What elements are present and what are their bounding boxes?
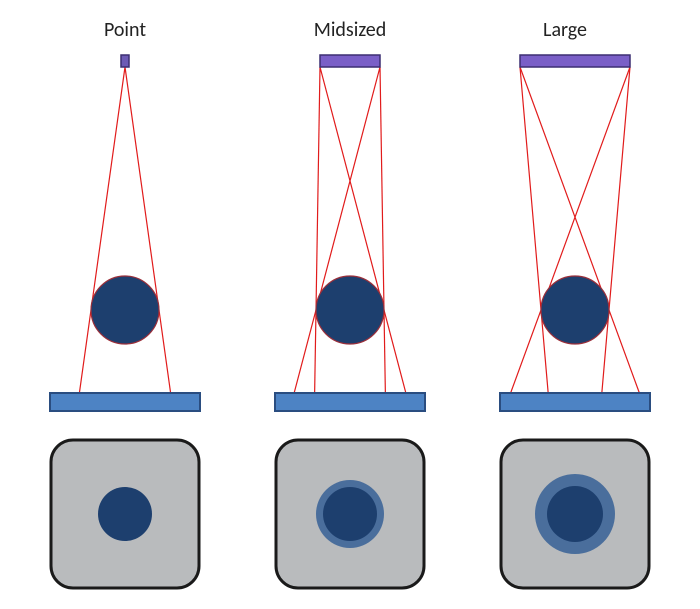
source-midsized: [320, 55, 380, 67]
result-ring-midsized: [323, 487, 377, 541]
result-ring-large: [547, 486, 603, 542]
title-midsized: Midsized: [314, 18, 387, 42]
sphere-midsized: [316, 276, 384, 344]
plate-large: [500, 393, 650, 411]
source-point: [121, 55, 129, 67]
sphere-large: [541, 276, 609, 344]
source-large: [520, 55, 630, 67]
title-point: Point: [104, 18, 146, 42]
plate-midsized: [275, 393, 425, 411]
plate-point: [50, 393, 200, 411]
sphere-point: [91, 276, 159, 344]
result-ring-point: [98, 487, 152, 541]
title-large: Large: [543, 18, 587, 42]
